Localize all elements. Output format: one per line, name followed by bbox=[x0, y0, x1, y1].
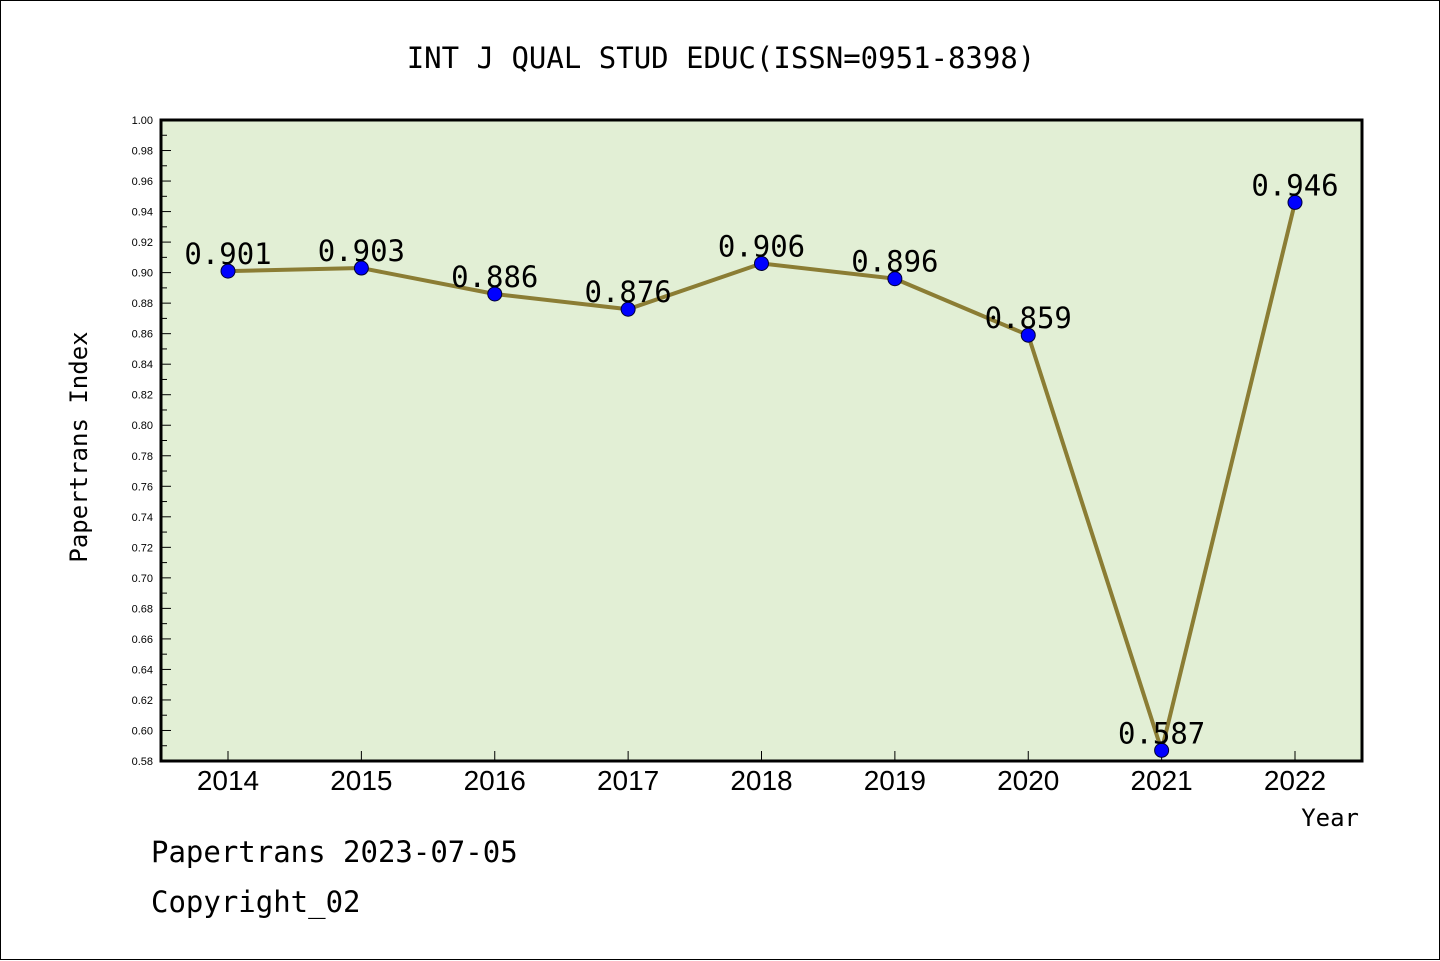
y-tick-label: 0.82 bbox=[132, 390, 153, 402]
y-tick-label: 0.98 bbox=[132, 146, 153, 158]
data-point bbox=[887, 271, 903, 287]
data-label: 0.896 bbox=[851, 245, 938, 279]
y-tick-label: 0.74 bbox=[132, 512, 153, 524]
x-tick-label: 2015 bbox=[330, 765, 392, 796]
plot-area bbox=[159, 118, 1364, 763]
data-point bbox=[1020, 327, 1036, 343]
x-tick-label: 2014 bbox=[197, 765, 259, 796]
y-tick-label: 0.86 bbox=[132, 329, 153, 341]
y-tick-label: 0.88 bbox=[132, 298, 153, 310]
y-tick-label: 0.64 bbox=[132, 664, 153, 676]
y-tick-label: 0.68 bbox=[132, 603, 153, 615]
data-point bbox=[620, 301, 636, 317]
x-axis-ticks: 2014 2015 2016 2017 2018 2019 2020 2021 2022 bbox=[197, 751, 1326, 796]
y-tick-label: 0.92 bbox=[132, 237, 153, 249]
y-tick-label: 0.90 bbox=[132, 268, 153, 280]
series-layer: 0.901 0.903 0.886 0.876 0.906 0.896 0.859 0.587… bbox=[184, 168, 1339, 758]
chart-title: INT J QUAL STUD EDUC(ISSN=0951-8398) bbox=[407, 41, 1036, 75]
data-label: 0.876 bbox=[584, 275, 671, 309]
y-tick-label: 0.94 bbox=[132, 207, 153, 219]
y-tick-label: 0.72 bbox=[132, 542, 153, 554]
y-tick-label: 0.76 bbox=[132, 481, 153, 493]
x-tick-label: 2017 bbox=[597, 765, 659, 796]
data-point bbox=[1287, 194, 1303, 210]
y-tick-label: 0.62 bbox=[132, 695, 153, 707]
y-tick-label: 0.70 bbox=[132, 573, 153, 585]
y-tick-label: 0.80 bbox=[132, 420, 153, 432]
y-tick-label: 0.58 bbox=[132, 756, 153, 768]
y-axis-ticks: 0.58 0.60 0.62 0.64 0.66 0.68 0.70 0.72 0.74 0.76… bbox=[132, 115, 171, 768]
data-point bbox=[353, 260, 369, 276]
x-tick-label: 2018 bbox=[730, 765, 792, 796]
footer-date: Papertrans 2023-07-05 bbox=[151, 835, 518, 869]
y-tick-label: 0.96 bbox=[132, 176, 153, 188]
y-tick-label: 0.66 bbox=[132, 634, 153, 646]
data-label: 0.906 bbox=[718, 229, 805, 263]
data-label: 0.587 bbox=[1118, 716, 1205, 750]
x-tick-label: 2020 bbox=[997, 765, 1059, 796]
y-tick-label: 0.60 bbox=[132, 725, 153, 737]
x-tick-label: 2021 bbox=[1130, 765, 1192, 796]
data-point bbox=[754, 255, 769, 271]
data-point bbox=[1154, 742, 1170, 758]
x-tick-label: 2019 bbox=[864, 765, 926, 796]
y-axis-label: Papertrans Index bbox=[65, 331, 93, 562]
y-tick-label: 1.00 bbox=[132, 115, 153, 127]
x-axis-label: Year bbox=[1301, 804, 1359, 832]
y-tick-label: 0.78 bbox=[132, 451, 153, 463]
footer-copyright: Copyright_02 bbox=[151, 885, 361, 919]
data-label: 0.946 bbox=[1251, 168, 1338, 202]
data-label: 0.901 bbox=[184, 237, 271, 271]
data-label: 0.903 bbox=[318, 234, 405, 268]
data-point bbox=[220, 263, 236, 279]
y-tick-label: 0.84 bbox=[132, 359, 153, 371]
data-label: 0.886 bbox=[451, 260, 538, 294]
data-point bbox=[487, 286, 503, 302]
data-label: 0.859 bbox=[985, 301, 1072, 335]
x-tick-label: 2022 bbox=[1264, 765, 1326, 796]
x-tick-label: 2016 bbox=[464, 765, 526, 796]
